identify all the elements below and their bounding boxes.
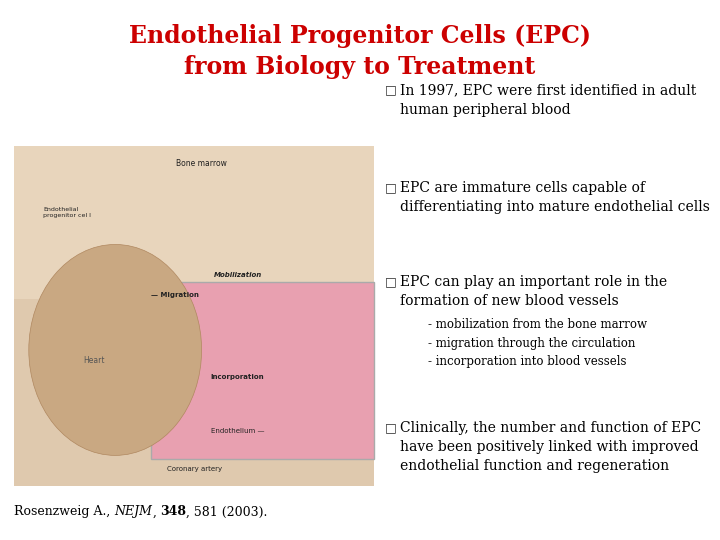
Ellipse shape [29,245,202,455]
Text: Endothelial Progenitor Cells (EPC)
from Biology to Treatment: Endothelial Progenitor Cells (EPC) from … [129,24,591,79]
Text: — Migration: — Migration [151,292,199,298]
Text: Heart: Heart [83,356,104,364]
Text: □: □ [385,275,397,288]
Text: Coronary artery: Coronary artery [167,467,222,472]
Text: , 581 (2003).: , 581 (2003). [186,505,268,518]
Text: EPC are immature cells capable of
differentiating into mature endothelial cells: EPC are immature cells capable of differ… [400,181,709,214]
Text: Incorporation: Incorporation [211,374,264,380]
Text: - migration through the circulation: - migration through the circulation [428,336,636,349]
Bar [151,282,374,459]
Text: NEJM: NEJM [114,505,153,518]
Text: - incorporation into blood vessels: - incorporation into blood vessels [428,355,627,368]
Bar [14,146,374,299]
Text: Clinically, the number and function of EPC
have been positively linked with impr: Clinically, the number and function of E… [400,421,701,473]
Text: EPC can play an important role in the
formation of new blood vessels: EPC can play an important role in the fo… [400,275,667,308]
Text: Mobilization: Mobilization [213,272,262,278]
Text: - mobilization from the bone marrow: - mobilization from the bone marrow [428,319,647,332]
Bar [14,146,374,486]
Text: Endothelial
progenitor cel l: Endothelial progenitor cel l [43,207,91,218]
Text: Rosenzweig A.,: Rosenzweig A., [14,505,114,518]
Text: In 1997, EPC were first identified in adult
human peripheral blood: In 1997, EPC were first identified in ad… [400,84,696,117]
Text: Endothelium —: Endothelium — [211,428,264,434]
Text: 348: 348 [161,505,186,518]
Text: □: □ [385,181,397,194]
Text: Bone marrow: Bone marrow [176,159,227,168]
Text: ,: , [153,505,161,518]
Text: □: □ [385,84,397,97]
Text: □: □ [385,421,397,434]
